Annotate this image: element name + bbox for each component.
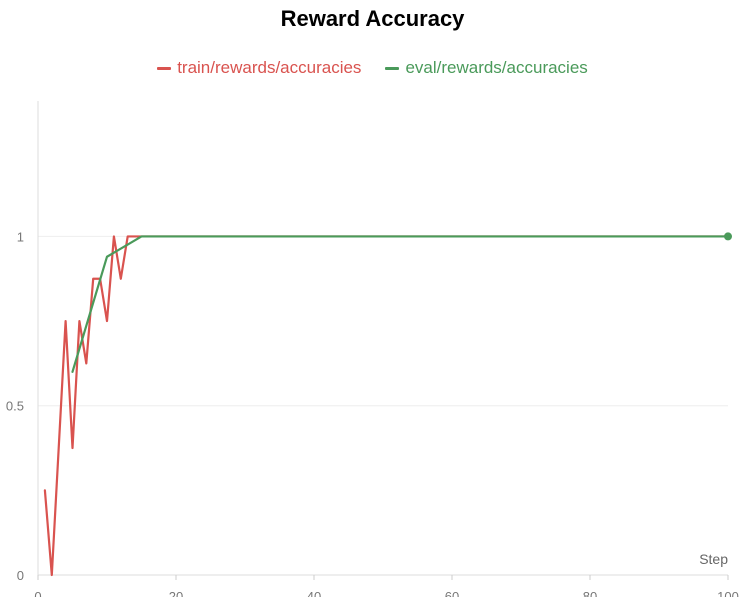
legend-label-train: train/rewards/accuracies [177, 58, 362, 77]
x-tick-label: 20 [169, 589, 183, 597]
x-tick-label: 0 [34, 589, 41, 597]
y-tick-label: 0.5 [6, 399, 24, 414]
series-line-eval[interactable] [71, 235, 730, 373]
x-tick-label: 80 [583, 589, 597, 597]
legend-label-eval: eval/rewards/accuracies [405, 58, 588, 77]
series-layer [43, 232, 732, 577]
legend-swatch-train [157, 66, 172, 70]
legend-item-eval[interactable]: eval/rewards/accuracies [385, 58, 588, 78]
legend-swatch-eval [385, 66, 400, 70]
grid-layer [38, 235, 728, 407]
y-tick-label: 1 [17, 229, 24, 244]
chart-title: Reward Accuracy [280, 6, 465, 31]
legend-item-train[interactable]: train/rewards/accuracies [157, 58, 361, 78]
y-tick-label: 0 [17, 568, 24, 583]
series-line-train[interactable] [43, 235, 730, 577]
axis-layer [37, 101, 729, 580]
label-layer: 0 0.5 1 0 20 40 60 80 100 Step [6, 229, 739, 597]
x-tick-label: 100 [717, 589, 739, 597]
x-tick-label: 40 [307, 589, 321, 597]
legend: train/rewards/accuracies eval/rewards/ac… [0, 58, 745, 78]
x-tick-label: 60 [445, 589, 459, 597]
x-axis-label: Step [699, 551, 728, 567]
series-endpoint-eval[interactable] [724, 232, 732, 241]
